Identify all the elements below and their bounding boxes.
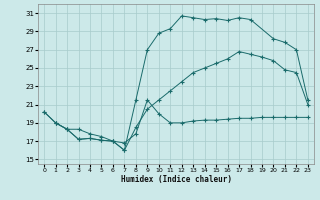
X-axis label: Humidex (Indice chaleur): Humidex (Indice chaleur) [121,175,231,184]
